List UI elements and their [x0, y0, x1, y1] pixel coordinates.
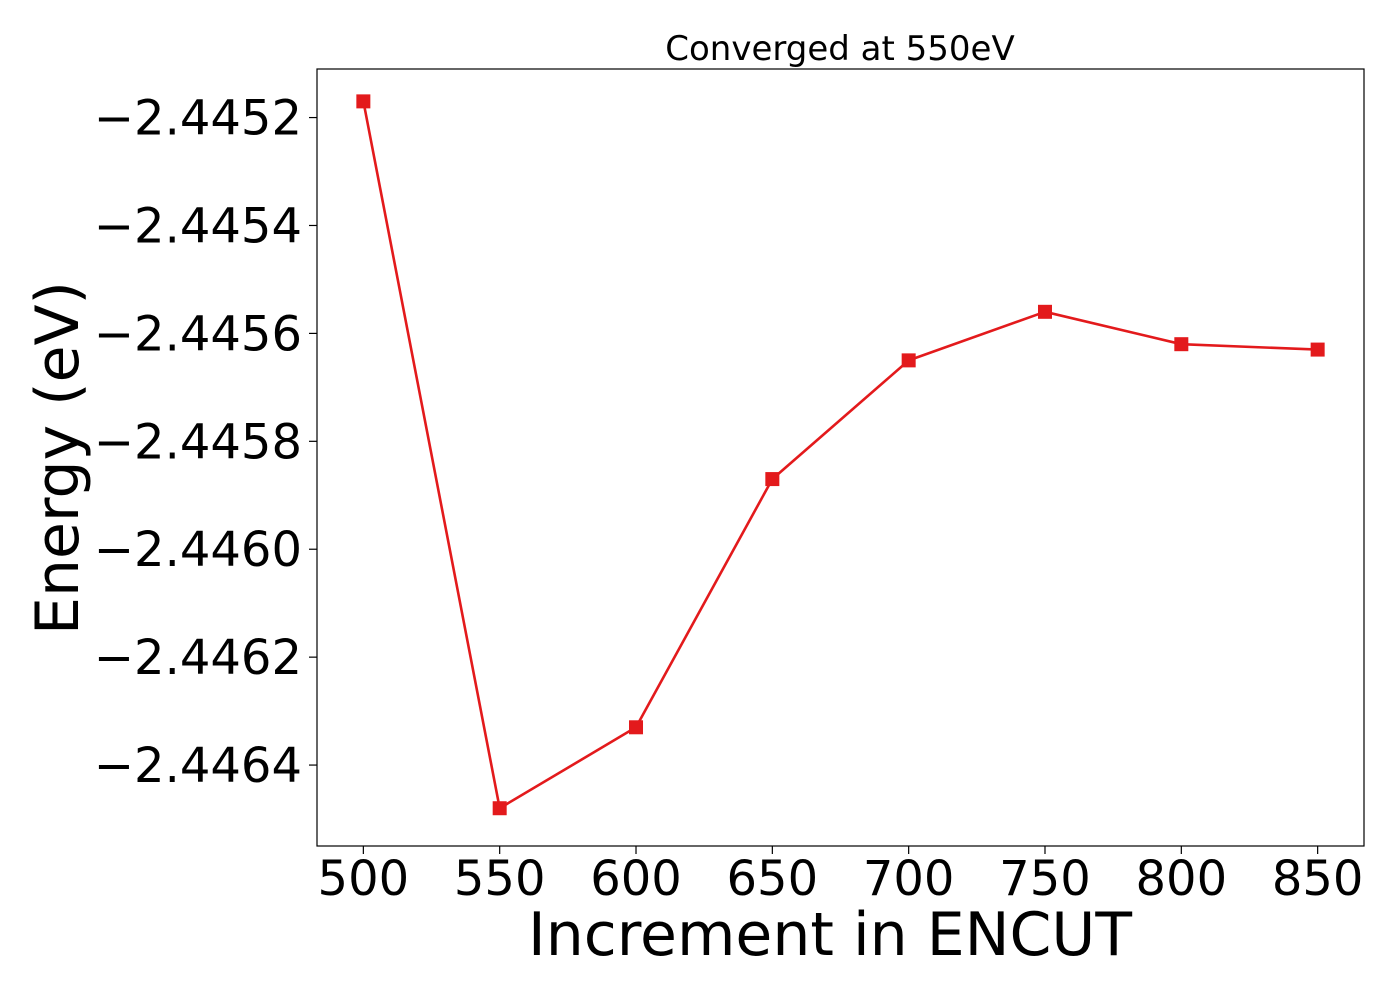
y-tick-label: −2.4456 — [94, 306, 302, 362]
y-tick-label: −2.4460 — [94, 522, 302, 578]
data-point-marker — [1310, 342, 1325, 357]
y-tick-label: −2.4454 — [94, 198, 302, 254]
data-point-marker — [356, 94, 371, 109]
x-tick-label: 750 — [999, 851, 1091, 907]
x-tick-label: 700 — [863, 851, 955, 907]
x-axis-ticks: 500 550 600 650 700 750 800 850 — [318, 846, 1364, 907]
x-axis-label: Increment in ENCUT — [528, 900, 1132, 970]
series-layer — [356, 94, 1325, 816]
data-point-marker — [492, 801, 507, 816]
y-tick-label: −2.4464 — [94, 738, 302, 794]
y-tick-label: −2.4462 — [94, 630, 302, 686]
chart-title: Converged at 550eV — [665, 29, 1014, 69]
series-line — [362, 101, 1318, 810]
x-tick-label: 550 — [454, 851, 546, 907]
y-axis-label: Energy (eV) — [23, 281, 93, 635]
x-tick-label: 600 — [590, 851, 682, 907]
data-point-marker — [901, 353, 916, 368]
data-point-marker — [765, 472, 780, 487]
x-tick-label: 500 — [318, 851, 410, 907]
data-point-marker — [1037, 304, 1052, 319]
x-tick-label: 850 — [1272, 851, 1364, 907]
data-point-marker — [1174, 337, 1189, 352]
data-point-marker — [629, 720, 644, 735]
x-tick-label: 650 — [727, 851, 819, 907]
y-tick-label: −2.4452 — [94, 91, 302, 147]
x-tick-label: 800 — [1136, 851, 1228, 907]
plot-area-frame — [316, 68, 1365, 847]
y-axis-ticks: −2.4452 −2.4454 −2.4456 −2.4458 −2.4460 −2.44… — [94, 91, 317, 794]
y-tick-label: −2.4458 — [94, 414, 302, 470]
